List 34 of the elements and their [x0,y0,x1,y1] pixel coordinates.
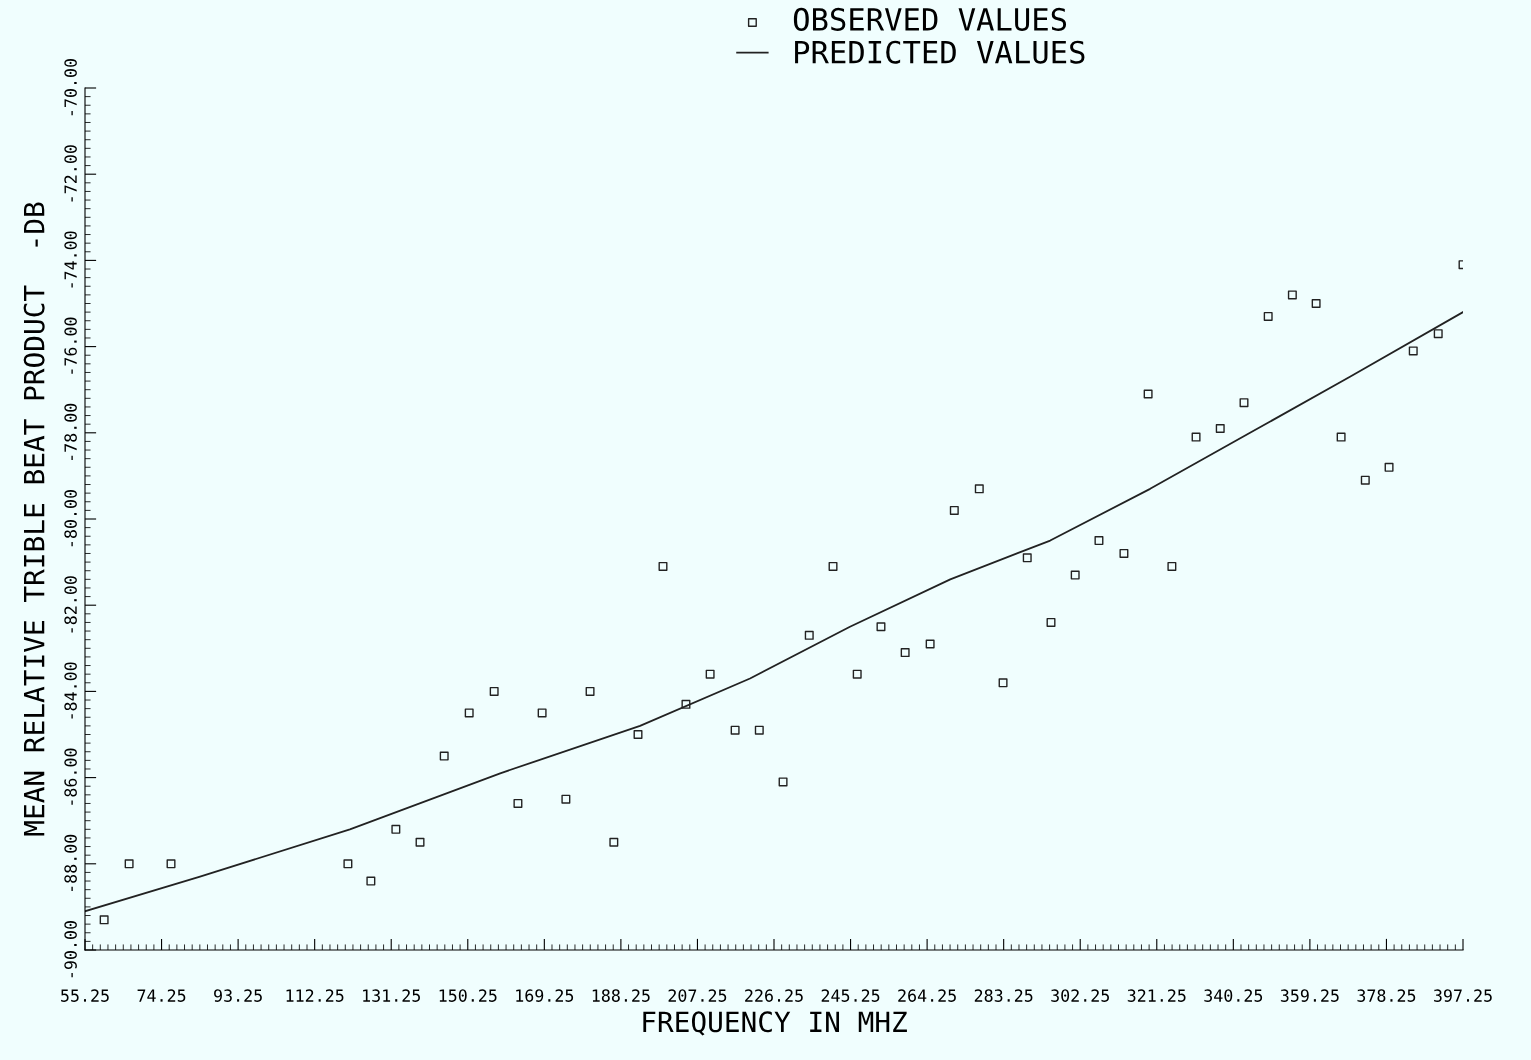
x-tick-label: 131.25 [363,989,420,1002]
x-tick-label: 188.25 [592,989,650,1002]
y-tick-label: -84.00 [64,662,77,719]
x-tick-label: 55.25 [61,989,109,1002]
y-tick-label: -76.00 [64,317,77,374]
x-tick-label: 264.25 [898,989,956,1002]
x-tick-label: 207.25 [668,989,727,1002]
x-tick-label: 169.25 [516,989,574,1002]
x-tick-label: 245.25 [821,989,880,1002]
x-tick-label: 378.25 [1357,989,1416,1002]
y-tick-label: -88.00 [64,834,77,891]
y-tick-label: -82.00 [64,576,77,633]
x-tick-label: 321.25 [1127,989,1186,1002]
x-tick-label: 93.25 [214,989,262,1002]
y-tick-label: -78.00 [64,403,77,460]
x-tick-label: 150.25 [439,989,497,1002]
y-tick-label: -86.00 [64,748,77,805]
x-tick-label: 283.25 [974,989,1033,1002]
legend-label: OBSERVED VALUES [793,7,1067,31]
y-axis-title: MEAN RELATIVE TRIBLE BEAT PRODUCT -DB [23,202,45,836]
x-tick-label: 359.25 [1280,989,1339,1002]
x-tick-label: 302.25 [1051,989,1109,1002]
y-tick-label: -90.00 [64,920,77,978]
x-axis-title: FREQUENCY IN MHZ [643,1011,907,1036]
x-tick-label: 340.25 [1204,989,1263,1002]
x-tick-label: 74.25 [137,989,186,1002]
x-tick-label: 226.25 [745,989,803,1002]
legend-label: PREDICTED VALUES [795,40,1085,64]
y-tick-label: -74.00 [64,231,77,288]
x-tick-label: 397.25 [1434,989,1492,1002]
y-tick-label: -72.00 [64,145,77,202]
x-tick-label: 112.25 [286,989,344,1002]
y-tick-label: -80.00 [64,489,77,547]
y-tick-label: -70.00 [64,58,77,116]
